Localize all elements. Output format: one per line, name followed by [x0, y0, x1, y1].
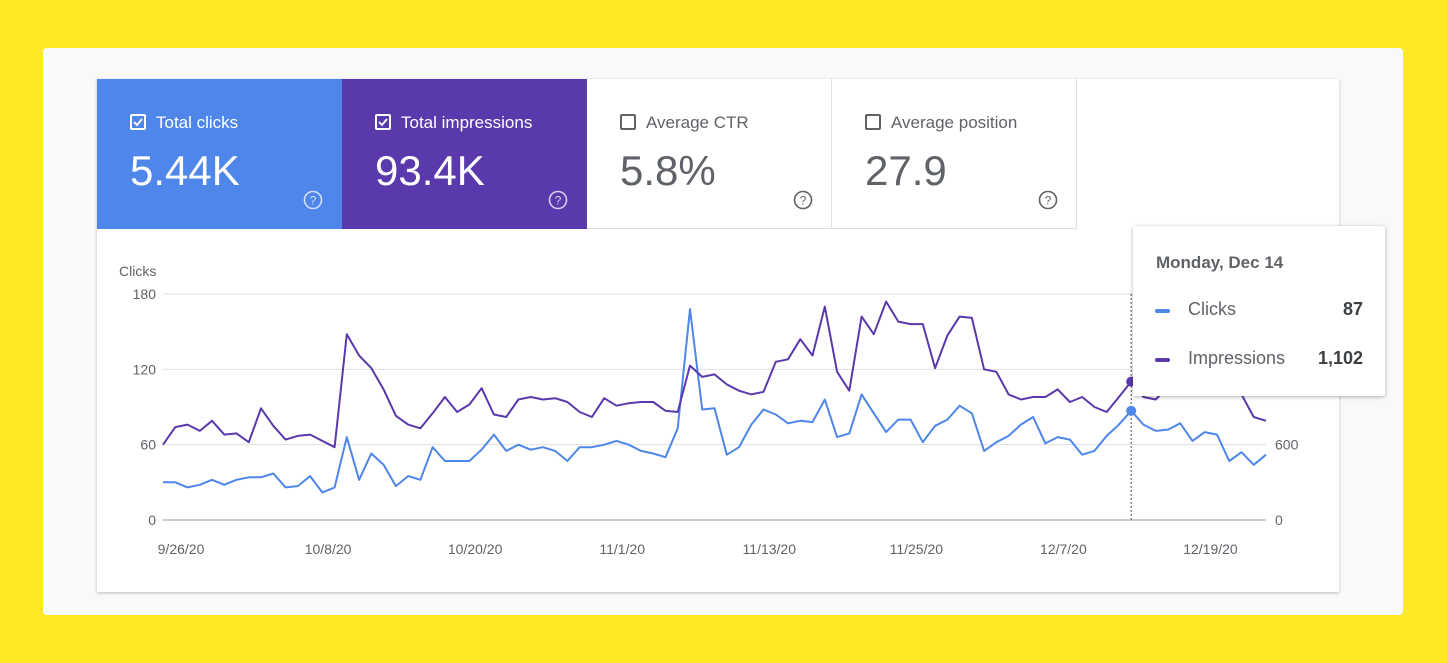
tooltip-date: Monday, Dec 14: [1156, 253, 1284, 272]
x-tick-label: 11/25/20: [890, 541, 944, 557]
x-tick-label: 9/26/20: [158, 541, 205, 557]
chart-tooltip: Monday, Dec 14 Clicks 87 Impressions 1,1…: [1133, 226, 1385, 396]
y-axis-title-left: Clicks: [119, 263, 156, 279]
tooltip-series-name: Clicks: [1188, 299, 1236, 319]
checkbox-unchecked-icon[interactable]: [620, 114, 636, 130]
performance-card: Total clicks 5.44K ? Total impressions 9…: [97, 79, 1339, 592]
tile-average-position[interactable]: Average position 27.9 ?: [832, 79, 1077, 229]
tile-label: Total impressions: [401, 113, 533, 132]
tile-value: 5.44K: [130, 147, 240, 194]
tile-total-clicks[interactable]: Total clicks 5.44K ?: [97, 79, 342, 229]
tile-label: Total clicks: [156, 113, 239, 132]
tile-label: Average CTR: [646, 113, 749, 132]
tile-label: Average position: [891, 113, 1018, 132]
svg-text:?: ?: [1045, 194, 1052, 208]
tile-average-ctr[interactable]: Average CTR 5.8% ?: [587, 79, 832, 229]
y-tick-label-left: 120: [133, 361, 157, 377]
hover-point-clicks: [1126, 405, 1137, 416]
tile-value: 27.9: [865, 147, 947, 194]
x-tick-label: 11/1/20: [599, 541, 645, 557]
tooltip-row-clicks: Clicks 87: [1155, 299, 1363, 323]
checkbox-checked-icon[interactable]: [130, 114, 146, 130]
tile-value: 5.8%: [620, 147, 716, 194]
svg-text:?: ?: [310, 194, 317, 208]
y-tick-label-left: 180: [133, 286, 157, 302]
checkbox-unchecked-icon[interactable]: [865, 114, 881, 130]
y-tick-label-left: 60: [140, 437, 156, 453]
x-tick-label: 12/19/20: [1183, 541, 1238, 557]
impressions-legend-swatch: [1155, 358, 1170, 362]
series-line-clicks: [163, 308, 1267, 494]
x-tick-label: 10/20/20: [448, 541, 503, 557]
help-icon[interactable]: ?: [548, 190, 568, 210]
y-tick-label-left: 0: [148, 512, 156, 528]
svg-text:?: ?: [800, 194, 807, 208]
tile-value: 93.4K: [375, 147, 485, 194]
y-tick-label-right: 0: [1275, 512, 1283, 528]
x-tick-label: 12/7/20: [1040, 541, 1087, 557]
x-tick-label: 11/13/20: [743, 541, 797, 557]
x-tick-label: 10/8/20: [305, 541, 352, 557]
tooltip-series-value: 87: [1342, 299, 1363, 319]
checkbox-checked-icon[interactable]: [375, 114, 391, 130]
tile-total-impressions[interactable]: Total impressions 93.4K ?: [342, 79, 587, 229]
help-icon[interactable]: ?: [793, 190, 813, 210]
tooltip-series-value: 1,102: [1317, 348, 1363, 368]
help-icon[interactable]: ?: [303, 190, 323, 210]
tooltip-row-impressions: Impressions 1,102: [1155, 348, 1363, 372]
series-line-impressions: [162, 300, 1267, 449]
y-tick-label-right: 600: [1275, 437, 1299, 453]
help-icon[interactable]: ?: [1038, 190, 1058, 210]
tooltip-series-name: Impressions: [1188, 348, 1286, 368]
svg-text:?: ?: [555, 194, 562, 208]
clicks-legend-swatch: [1155, 309, 1170, 313]
